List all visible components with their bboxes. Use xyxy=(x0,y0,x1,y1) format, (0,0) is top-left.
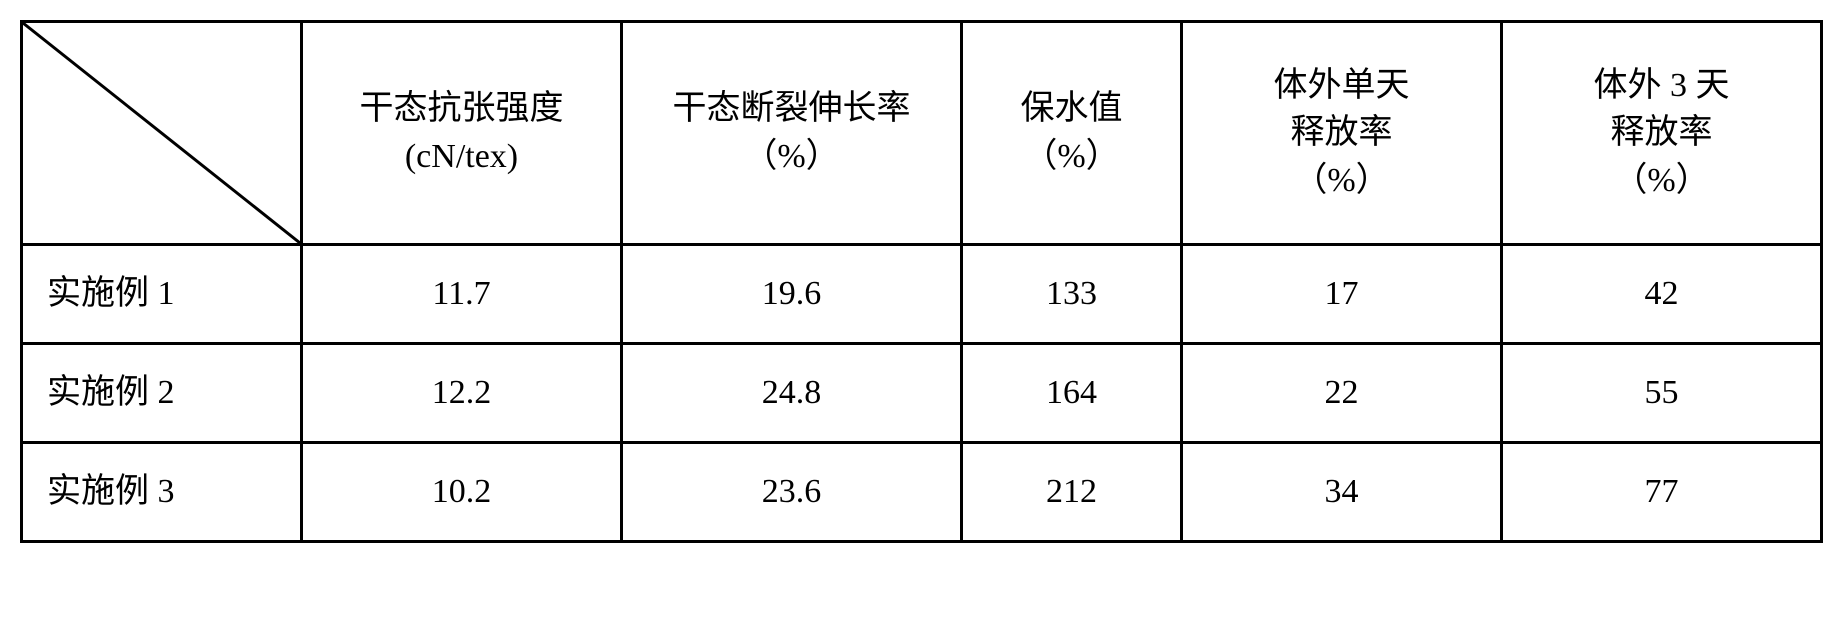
col-header-line: （%） xyxy=(1191,157,1492,205)
row-label: 实施例 2 xyxy=(22,344,302,443)
cell-value: 133 xyxy=(962,245,1182,344)
diagonal-line-icon xyxy=(23,23,300,243)
header-diagonal-cell xyxy=(22,22,302,245)
col-header-line: （%） xyxy=(631,133,952,181)
cell-value: 12.2 xyxy=(302,344,622,443)
cell-value: 34 xyxy=(1182,443,1502,542)
col-header-line: 体外 3 天 xyxy=(1511,62,1812,110)
cell-value: 24.8 xyxy=(622,344,962,443)
col-header-elongation: 干态断裂伸长率 （%） xyxy=(622,22,962,245)
col-header-line: (cN/tex) xyxy=(311,133,612,181)
data-table-container: 干态抗张强度 (cN/tex) 干态断裂伸长率 （%） 保水值 （%） 体外单天… xyxy=(20,20,1816,543)
table-row: 实施例 1 11.7 19.6 133 17 42 xyxy=(22,245,1822,344)
col-header-line: 体外单天 xyxy=(1191,62,1492,110)
cell-value: 19.6 xyxy=(622,245,962,344)
cell-value: 164 xyxy=(962,344,1182,443)
col-header-line: （%） xyxy=(971,133,1172,181)
col-header-line: 保水值 xyxy=(971,85,1172,133)
col-header-line: 干态抗张强度 xyxy=(311,85,612,133)
cell-value: 77 xyxy=(1502,443,1822,542)
row-label: 实施例 1 xyxy=(22,245,302,344)
col-header-release-3day: 体外 3 天 释放率 （%） xyxy=(1502,22,1822,245)
data-table: 干态抗张强度 (cN/tex) 干态断裂伸长率 （%） 保水值 （%） 体外单天… xyxy=(20,20,1823,543)
table-row: 实施例 2 12.2 24.8 164 22 55 xyxy=(22,344,1822,443)
cell-value: 17 xyxy=(1182,245,1502,344)
col-header-water-retention: 保水值 （%） xyxy=(962,22,1182,245)
cell-value: 22 xyxy=(1182,344,1502,443)
col-header-line: 释放率 xyxy=(1191,109,1492,157)
col-header-tensile-strength: 干态抗张强度 (cN/tex) xyxy=(302,22,622,245)
col-header-line: （%） xyxy=(1511,157,1812,205)
table-row: 实施例 3 10.2 23.6 212 34 77 xyxy=(22,443,1822,542)
row-label: 实施例 3 xyxy=(22,443,302,542)
cell-value: 212 xyxy=(962,443,1182,542)
cell-value: 55 xyxy=(1502,344,1822,443)
header-row: 干态抗张强度 (cN/tex) 干态断裂伸长率 （%） 保水值 （%） 体外单天… xyxy=(22,22,1822,245)
cell-value: 11.7 xyxy=(302,245,622,344)
col-header-line: 释放率 xyxy=(1511,109,1812,157)
col-header-release-1day: 体外单天 释放率 （%） xyxy=(1182,22,1502,245)
cell-value: 10.2 xyxy=(302,443,622,542)
cell-value: 23.6 xyxy=(622,443,962,542)
col-header-line: 干态断裂伸长率 xyxy=(631,85,952,133)
cell-value: 42 xyxy=(1502,245,1822,344)
